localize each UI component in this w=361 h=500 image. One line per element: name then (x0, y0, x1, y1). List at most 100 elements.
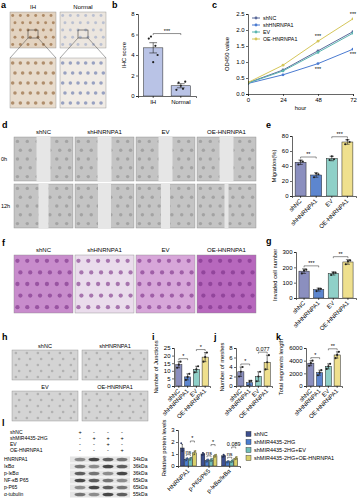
texture (180, 195, 183, 198)
texture (26, 204, 29, 207)
tick: 72 (350, 94, 357, 103)
texture (15, 364, 18, 367)
error-line (249, 380, 250, 385)
tick: 1.0 (236, 59, 248, 65)
point (180, 442, 182, 444)
condition-sign: - (79, 447, 81, 453)
line (248, 49, 353, 83)
error-line (205, 353, 206, 362)
bar (299, 271, 309, 298)
texture (70, 376, 73, 379)
texture (248, 140, 251, 143)
tick: 1.5 (236, 43, 248, 49)
texture (138, 187, 141, 190)
texture (231, 270, 235, 274)
tick-label: 15 (164, 361, 171, 367)
image-label: 12h (1, 203, 10, 209)
texture (96, 259, 100, 263)
tick-label: 200 (282, 265, 293, 271)
texture (88, 411, 91, 414)
tick-label: 1.0 (236, 59, 245, 65)
texture (15, 259, 19, 263)
texture (77, 187, 80, 190)
texture (190, 166, 193, 169)
texture (55, 140, 58, 143)
tick: 5 (167, 376, 174, 382)
texture (50, 29, 53, 32)
texture (61, 43, 64, 46)
tick: 100 (282, 280, 296, 286)
texture (199, 140, 202, 143)
y-axis: 0100200300 (282, 249, 296, 301)
texture (138, 140, 141, 143)
axis-title: Relative protein levels (161, 420, 167, 477)
legend-line (252, 39, 260, 40)
significance-bracket (211, 445, 215, 447)
texture (11, 29, 14, 32)
legend-line (252, 18, 260, 19)
texture (211, 293, 215, 297)
axis-line (172, 349, 175, 387)
tick-mark (304, 348, 306, 349)
point (211, 458, 213, 460)
y-axis: 02468 (131, 11, 138, 99)
bar (314, 290, 324, 298)
tick-mark (234, 386, 236, 387)
texture (42, 14, 45, 17)
texture (70, 364, 73, 367)
point (228, 460, 230, 462)
texture (26, 417, 29, 420)
error-bar (266, 355, 268, 369)
texture (187, 222, 190, 225)
bar (180, 448, 184, 466)
error-bar (186, 374, 188, 380)
bar (328, 273, 338, 298)
tick-label: 6000 (289, 345, 303, 351)
tick-mark (246, 14, 248, 15)
image-label: shHNRNPA1 (87, 129, 122, 135)
texture (116, 140, 119, 143)
tick: 80 (282, 133, 292, 139)
point (201, 454, 203, 456)
texture (64, 282, 68, 286)
point (345, 263, 347, 265)
point (192, 454, 194, 456)
tick: 3 (171, 427, 178, 433)
texture (48, 417, 51, 420)
texture (92, 14, 95, 17)
error-cap (330, 156, 334, 157)
tick-mark (176, 454, 178, 455)
texture (151, 195, 154, 198)
axis-title: OD450 value (224, 37, 230, 71)
texture (177, 305, 181, 309)
texture (58, 270, 62, 274)
texture (19, 81, 23, 85)
texture (52, 91, 56, 95)
significance: *** (350, 51, 357, 57)
tick-label: shHNRNPA1 (292, 299, 321, 328)
axis-line (176, 431, 179, 467)
texture (248, 222, 251, 225)
tick: 0 (289, 295, 296, 301)
texture (128, 293, 132, 297)
texture (140, 393, 143, 396)
texture (26, 405, 29, 408)
texture (187, 140, 190, 143)
error-line (153, 43, 154, 53)
image-label: OE-HNRNPA1 (97, 384, 133, 390)
texture (238, 140, 241, 143)
point (206, 351, 208, 353)
point (202, 361, 204, 363)
texture (238, 282, 242, 286)
kda-label: 36kDa (133, 470, 148, 476)
point (180, 85, 182, 87)
panel-letter: e (266, 120, 271, 130)
texture (143, 370, 146, 373)
point (187, 376, 189, 378)
texture (160, 293, 164, 297)
point (195, 450, 197, 452)
zoom-line (88, 38, 106, 58)
texture (170, 213, 173, 216)
blot-band (117, 479, 128, 483)
blot-band (75, 465, 86, 469)
